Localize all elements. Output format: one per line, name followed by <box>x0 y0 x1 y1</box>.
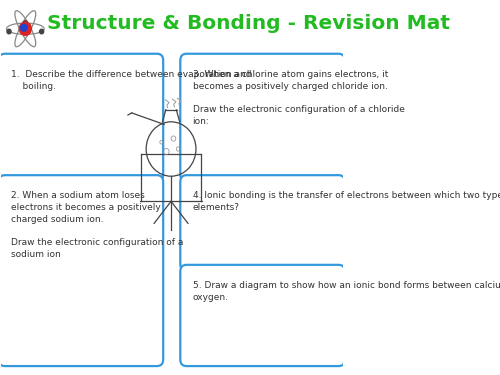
Text: Structure & Bonding - Revision Mat: Structure & Bonding - Revision Mat <box>47 14 450 33</box>
Circle shape <box>24 21 28 26</box>
FancyBboxPatch shape <box>180 175 345 271</box>
FancyBboxPatch shape <box>0 175 163 366</box>
Text: 3. When a chlorine atom gains electrons, it
becomes a positively charged chlorid: 3. When a chlorine atom gains electrons,… <box>192 70 404 126</box>
FancyBboxPatch shape <box>180 265 345 366</box>
Text: 4. Ionic bonding is the transfer of electrons between which two types of
element: 4. Ionic bonding is the transfer of elec… <box>192 191 500 212</box>
Circle shape <box>40 29 44 34</box>
FancyBboxPatch shape <box>0 54 163 181</box>
Text: 5. Draw a diagram to show how an ionic bond forms between calcium &
oxygen.: 5. Draw a diagram to show how an ionic b… <box>192 281 500 302</box>
Text: 2. When a sodium atom loses
electrons it becomes a positively
charged sodium ion: 2. When a sodium atom loses electrons it… <box>11 191 184 259</box>
Circle shape <box>7 29 11 34</box>
Circle shape <box>20 22 32 35</box>
Text: 1.  Describe the difference between evaporation and
    boiling.: 1. Describe the difference between evapo… <box>11 70 252 91</box>
FancyBboxPatch shape <box>180 54 345 181</box>
Circle shape <box>20 24 27 31</box>
